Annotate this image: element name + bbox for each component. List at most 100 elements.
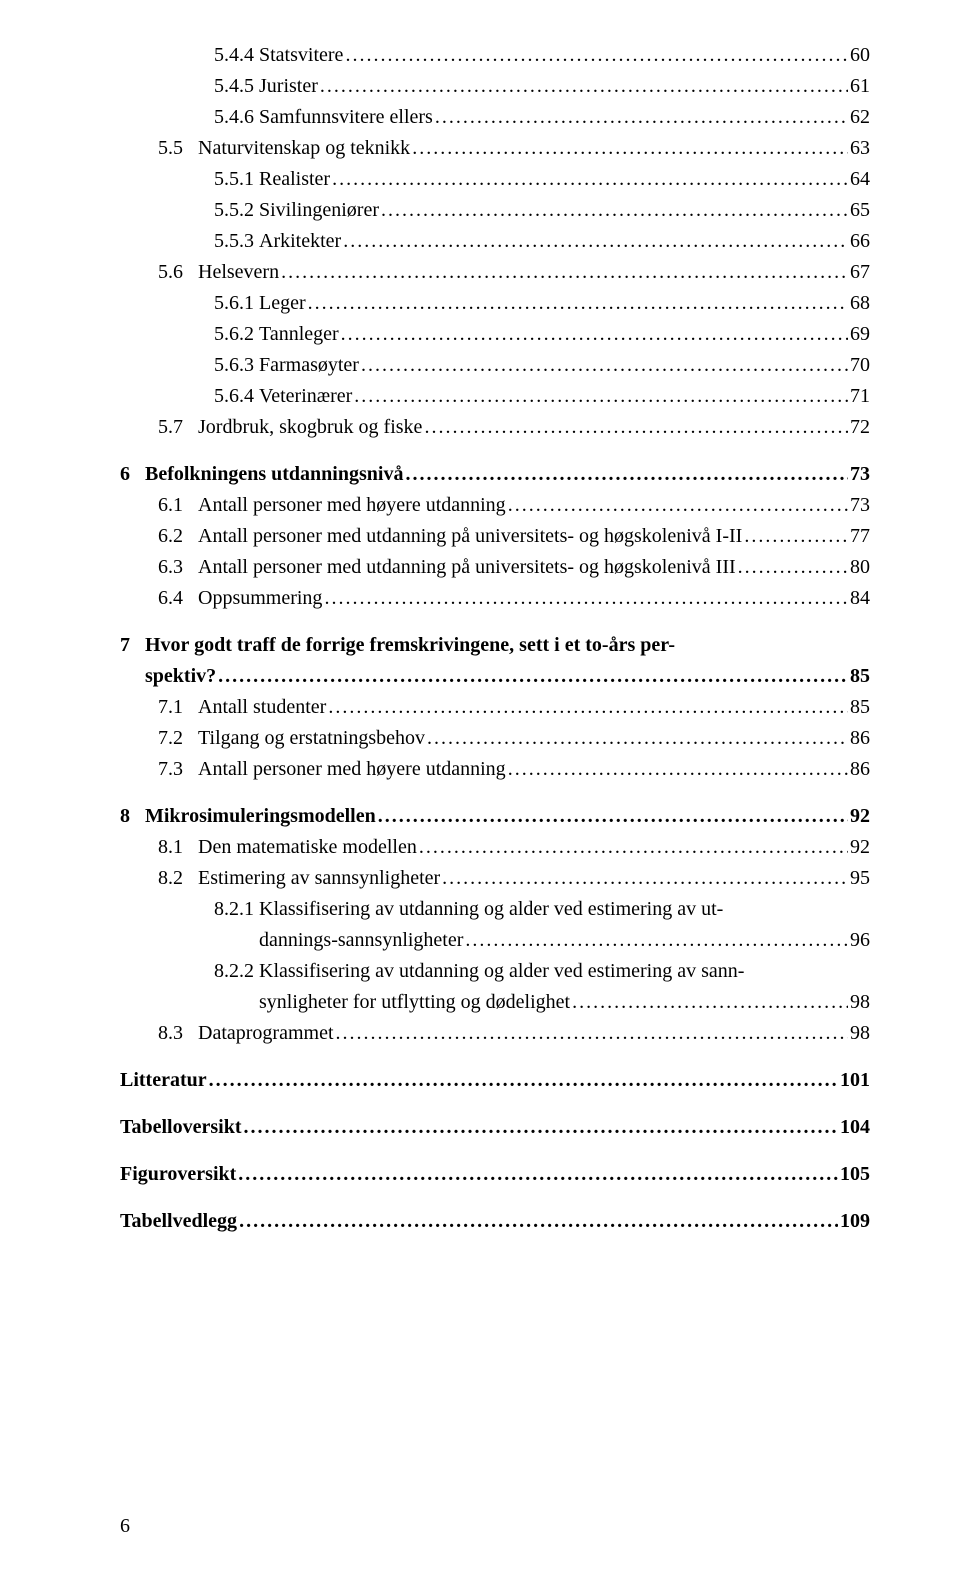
toc-entry-title: Befolkningens utdanningsnivå: [145, 459, 403, 490]
toc-dot-leader: ........................................…: [332, 164, 848, 195]
toc-dot-leader: ........................................…: [336, 1018, 849, 1049]
toc-entry-page: 85: [850, 692, 870, 723]
toc-entry: 8 Mikrosimuleringsmodellen..............…: [120, 801, 870, 832]
toc-entry-title: Statsvitere: [259, 40, 343, 71]
toc-entry-title: Jordbruk, skogbruk og fiske: [198, 412, 422, 443]
toc-entry-page: 109: [840, 1206, 870, 1237]
toc-entry-page: 98: [850, 1018, 870, 1049]
toc-dot-leader: ........................................…: [378, 801, 848, 832]
toc-dot-leader: ........................................…: [738, 552, 848, 583]
toc-spacer: [120, 443, 870, 459]
toc-spacer: [120, 1143, 870, 1159]
toc-entry: 5.5.1 Realister.........................…: [214, 164, 870, 195]
toc-entry-page: 92: [850, 832, 870, 863]
toc-entry-title: Antall personer med høyere utdanning: [198, 490, 506, 521]
toc-entry-number: 7: [120, 630, 145, 661]
toc-entry-title: Figuroversikt: [120, 1159, 236, 1190]
toc-entry-number: 7.2: [158, 723, 198, 754]
toc-entry: 5.6.1 Leger.............................…: [214, 288, 870, 319]
table-of-contents: 5.4.4 Statsvitere.......................…: [120, 40, 870, 1237]
toc-entry: 6.3 Antall personer med utdanning på uni…: [158, 552, 870, 583]
page-number: 6: [120, 1515, 130, 1538]
toc-entry-number: 5.6: [158, 257, 198, 288]
toc-entry: 5.6.3 Farmasøyter.......................…: [214, 350, 870, 381]
toc-entry-title: Tabelloversikt: [120, 1112, 242, 1143]
toc-entry-title: Antall personer med utdanning på univers…: [198, 552, 736, 583]
toc-entry-page: 105: [840, 1159, 870, 1190]
toc-entry-page: 95: [850, 863, 870, 894]
toc-entry: 8.2 Estimering av sannsynligheter.......…: [158, 863, 870, 894]
toc-entry-page: 73: [850, 459, 870, 490]
toc-entry-page: 70: [850, 350, 870, 381]
toc-entry: Litteratur..............................…: [120, 1065, 870, 1096]
toc-entry-page: 104: [840, 1112, 870, 1143]
toc-entry: 5.6.4 Veterinærer.......................…: [214, 381, 870, 412]
toc-entry-page: 65: [850, 195, 870, 226]
toc-entry-title: Antall personer med utdanning på univers…: [198, 521, 742, 552]
toc-entry-page: 60: [850, 40, 870, 71]
toc-dot-leader: ........................................…: [239, 1206, 838, 1237]
toc-entry-number: 5.5.1: [214, 164, 259, 195]
toc-entry-number: 8.2.1: [214, 894, 259, 925]
toc-dot-leader: ........................................…: [744, 521, 848, 552]
toc-dot-leader: ........................................…: [308, 288, 848, 319]
toc-entry: 6.2 Antall personer med utdanning på uni…: [158, 521, 870, 552]
toc-entry-number: 8: [120, 801, 145, 832]
toc-entry-page: 66: [850, 226, 870, 257]
toc-entry: Tabellvedlegg...........................…: [120, 1206, 870, 1237]
toc-spacer: [120, 1096, 870, 1112]
toc-entry-number: 6.1: [158, 490, 198, 521]
toc-dot-leader: ........................................…: [209, 1065, 838, 1096]
toc-entry-number: 8.3: [158, 1018, 198, 1049]
toc-entry-page: 62: [850, 102, 870, 133]
toc-entry: 5.4.6 Samfunnsvitere ellers.............…: [214, 102, 870, 133]
toc-dot-leader: ........................................…: [361, 350, 848, 381]
toc-entry-title: Klassifisering av utdanning og alder ved…: [259, 956, 744, 987]
toc-entry-number: 6.2: [158, 521, 198, 552]
toc-entry-number: 8.1: [158, 832, 198, 863]
toc-entry-line2: 8.2.1 dannings-sannsynligheter..........…: [214, 925, 870, 956]
toc-entry-number: 7.1: [158, 692, 198, 723]
toc-dot-leader: ........................................…: [508, 490, 848, 521]
toc-entry: Figuroversikt...........................…: [120, 1159, 870, 1190]
toc-entry-title: Samfunnsvitere ellers: [259, 102, 433, 133]
toc-dot-leader: ........................................…: [508, 754, 848, 785]
toc-entry-title: Den matematiske modellen: [198, 832, 417, 863]
toc-entry-title: Tannleger: [259, 319, 339, 350]
toc-entry: 6 Befolkningens utdanningsnivå..........…: [120, 459, 870, 490]
toc-entry-line1: 8.2.1 Klassifisering av utdanning og ald…: [214, 894, 870, 925]
toc-entry: 5.5 Naturvitenskap og teknikk...........…: [158, 133, 870, 164]
toc-entry-number: 5.4.5: [214, 71, 259, 102]
toc-entry-line1: 7 Hvor godt traff de forrige fremskrivin…: [120, 630, 870, 661]
toc-entry-title: Dataprogrammet: [198, 1018, 334, 1049]
toc-entry-title: Jurister: [259, 71, 318, 102]
toc-dot-leader: ........................................…: [218, 661, 848, 692]
toc-dot-leader: ........................................…: [320, 71, 848, 102]
toc-entry-title: Arkitekter: [259, 226, 341, 257]
toc-entry-number: 5.5.3: [214, 226, 259, 257]
toc-entry: 8.1 Den matematiske modellen............…: [158, 832, 870, 863]
toc-entry-number: 5.6.2: [214, 319, 259, 350]
toc-entry-page: 68: [850, 288, 870, 319]
toc-entry-number: 5.6.4: [214, 381, 259, 412]
toc-entry-number: 5.6.1: [214, 288, 259, 319]
toc-entry-title: Klassifisering av utdanning og alder ved…: [259, 894, 723, 925]
toc-entry-title: Antall studenter: [198, 692, 326, 723]
toc-spacer: [120, 1190, 870, 1206]
toc-entry-page: 63: [850, 133, 870, 164]
toc-entry-multiline: 8.2.1 Klassifisering av utdanning og ald…: [214, 894, 870, 956]
toc-entry-title: Helsevern: [198, 257, 279, 288]
toc-entry-title: Mikrosimuleringsmodellen: [145, 801, 376, 832]
toc-entry-title: Litteratur: [120, 1065, 207, 1096]
toc-entry-number: 5.4.4: [214, 40, 259, 71]
toc-entry: 6.1 Antall personer med høyere utdanning…: [158, 490, 870, 521]
toc-entry-page: 72: [850, 412, 870, 443]
toc-dot-leader: ........................................…: [442, 863, 848, 894]
toc-entry-multiline: 7 Hvor godt traff de forrige fremskrivin…: [120, 630, 870, 692]
toc-entry: 8.3 Dataprogrammet......................…: [158, 1018, 870, 1049]
toc-entry-title: Hvor godt traff de forrige fremskrivinge…: [145, 630, 675, 661]
toc-entry-page: 64: [850, 164, 870, 195]
toc-entry-line1: 8.2.2 Klassifisering av utdanning og ald…: [214, 956, 870, 987]
toc-entry-title: Antall personer med høyere utdanning: [198, 754, 506, 785]
toc-entry: 7.3 Antall personer med høyere utdanning…: [158, 754, 870, 785]
